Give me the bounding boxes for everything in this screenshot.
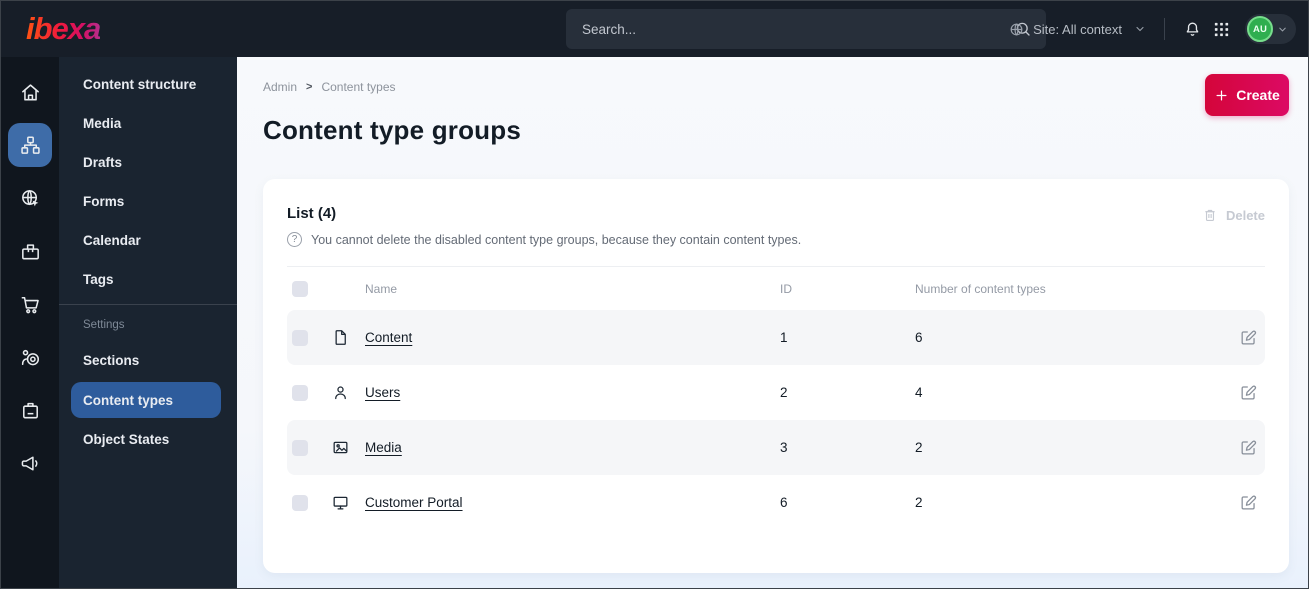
app-grid-icon[interactable]	[1212, 20, 1231, 39]
group-id: 6	[780, 495, 788, 510]
list-note-text: You cannot delete the disabled content t…	[311, 232, 802, 247]
file-icon	[335, 330, 346, 345]
table-row: Media 3 2	[287, 420, 1265, 475]
edit-icon[interactable]	[1239, 328, 1258, 347]
edit-icon[interactable]	[1239, 493, 1258, 512]
user-icon	[335, 386, 346, 400]
group-link[interactable]: Media	[365, 440, 402, 455]
commerce-cart-icon[interactable]	[8, 282, 52, 326]
table-row: Customer Portal 6 2	[287, 475, 1265, 530]
list-note: ? You cannot delete the disabled content…	[287, 232, 1265, 247]
sidebar-divider	[59, 304, 237, 305]
row-checkbox[interactable]	[292, 329, 308, 346]
sidebar: Content structure Media Drafts Forms Cal…	[59, 57, 237, 588]
row-checkbox[interactable]	[292, 439, 308, 456]
sidebar-item-tags[interactable]: Tags	[83, 272, 114, 287]
group-link[interactable]: Content	[365, 330, 413, 345]
page-title: Content type groups	[263, 115, 522, 145]
personalization-target-icon[interactable]	[8, 335, 52, 379]
main-content: Admin > Content types Create Content typ…	[237, 57, 1308, 588]
sidebar-item-drafts[interactable]: Drafts	[83, 155, 123, 170]
column-header-name: Name	[365, 281, 398, 296]
group-count: 6	[915, 330, 923, 345]
content-type-groups-table: Name ID Number of content types Content …	[287, 266, 1265, 530]
sidebar-item-calendar[interactable]: Calendar	[83, 233, 141, 248]
delete-button[interactable]: Delete	[1202, 207, 1265, 223]
help-circle-icon: ?	[287, 232, 302, 247]
chevron-down-icon	[1279, 27, 1286, 32]
chevron-down-icon	[1136, 26, 1144, 32]
corporate-badge-icon[interactable]	[8, 388, 52, 432]
site-context-selector[interactable]: Site: All context	[1008, 21, 1146, 38]
sidebar-settings-label: Settings	[83, 319, 125, 331]
trash-icon	[1205, 209, 1215, 222]
sidebar-item-sections[interactable]: Sections	[83, 353, 140, 368]
sidebar-item-object-states[interactable]: Object States	[83, 432, 170, 447]
list-heading: List (4)	[287, 205, 337, 222]
group-count: 4	[915, 385, 923, 400]
group-link[interactable]: Customer Portal	[365, 495, 463, 510]
table-row: Users 2 4	[287, 365, 1265, 420]
site-globe-icon[interactable]	[8, 176, 52, 220]
group-count: 2	[915, 495, 923, 510]
global-search[interactable]	[566, 9, 1046, 49]
avatar[interactable]: AU	[1247, 16, 1273, 42]
select-all-checkbox[interactable]	[292, 280, 308, 297]
table-row: Content 1 6	[287, 310, 1265, 365]
create-button-label: Create	[1236, 87, 1280, 103]
sidebar-item-media[interactable]: Media	[83, 116, 122, 131]
content-tree-icon[interactable]	[8, 123, 52, 167]
plus-icon	[1216, 90, 1227, 100]
group-id: 1	[780, 330, 788, 345]
home-icon[interactable]	[8, 70, 52, 114]
row-checkbox[interactable]	[292, 494, 308, 511]
sidebar-item-forms[interactable]: Forms	[83, 194, 125, 209]
group-link[interactable]: Users	[365, 385, 401, 400]
column-header-count: Number of content types	[915, 281, 1046, 296]
edit-icon[interactable]	[1239, 438, 1258, 457]
delete-button-label: Delete	[1225, 207, 1265, 223]
search-icon[interactable]	[1014, 20, 1032, 38]
globe-icon	[1010, 22, 1023, 36]
group-id: 2	[780, 385, 788, 400]
image-icon	[333, 441, 348, 454]
topbar-right: Site: All context AU	[1008, 1, 1296, 57]
sidebar-item-content-types[interactable]: Content types	[71, 382, 221, 418]
icon-rail	[1, 57, 59, 588]
topbar-divider	[1164, 18, 1165, 40]
create-button[interactable]: Create	[1205, 74, 1289, 116]
topbar: ibexa Site: All context AU	[1, 1, 1308, 57]
user-menu[interactable]: AU	[1245, 14, 1296, 44]
products-box-icon[interactable]	[8, 229, 52, 273]
monitor-icon	[333, 496, 348, 510]
search-input[interactable]	[582, 21, 1014, 37]
notifications-bell-icon[interactable]	[1183, 20, 1202, 39]
sidebar-item-content-structure[interactable]: Content structure	[83, 77, 197, 92]
site-context-label: Site: All context	[1033, 21, 1122, 37]
content-type-groups-card: List (4) Delete ? You cannot delete the …	[263, 179, 1289, 573]
edit-icon[interactable]	[1239, 383, 1258, 402]
breadcrumb: Admin > Content types	[263, 80, 396, 94]
breadcrumb-content-types: Content types	[321, 80, 396, 94]
column-header-id: ID	[780, 281, 792, 296]
table-header-row: Name ID Number of content types	[287, 266, 1265, 310]
breadcrumb-separator: >	[306, 81, 313, 93]
group-count: 2	[915, 440, 923, 455]
logo-wrap[interactable]: ibexa	[1, 11, 237, 47]
row-checkbox[interactable]	[292, 384, 308, 401]
group-id: 3	[780, 440, 788, 455]
marketing-megaphone-icon[interactable]	[8, 441, 52, 485]
ibexa-logo[interactable]: ibexa	[26, 11, 101, 46]
breadcrumb-admin[interactable]: Admin	[263, 80, 298, 94]
